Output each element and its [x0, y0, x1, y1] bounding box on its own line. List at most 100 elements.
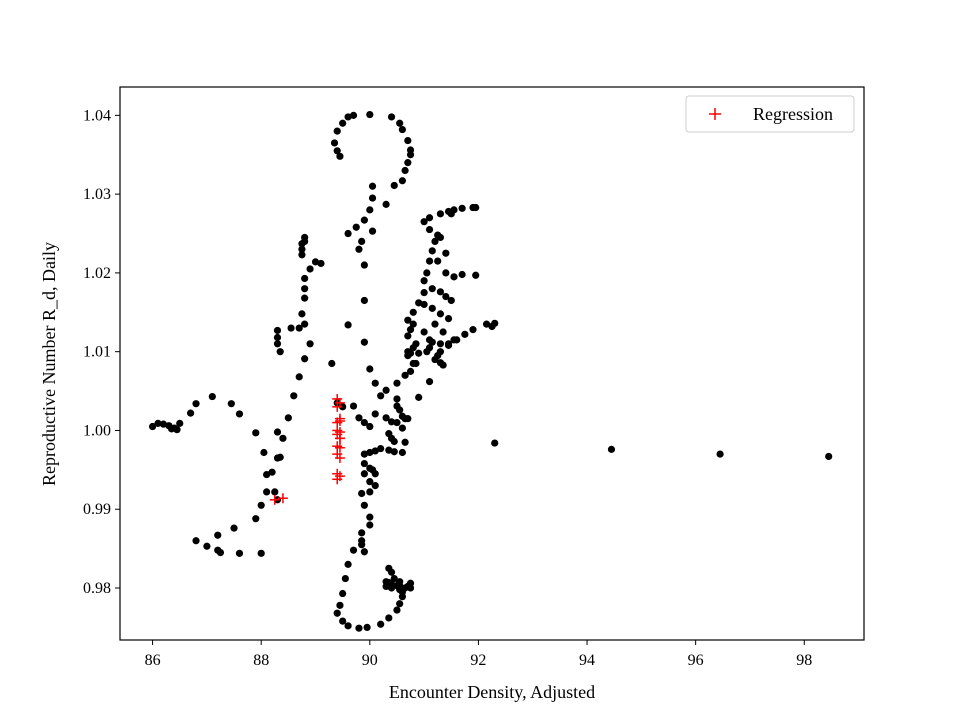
data-point [385, 446, 393, 454]
x-tick-label: 92 [470, 652, 486, 669]
data-point [371, 470, 379, 478]
data-point [444, 341, 453, 349]
data-point [176, 419, 184, 427]
data-point [276, 453, 284, 461]
data-point [273, 340, 282, 348]
data-point [349, 546, 358, 554]
data-point [398, 412, 406, 420]
data-point [358, 489, 366, 498]
data-point [390, 448, 398, 456]
data-point [311, 258, 320, 266]
data-point [420, 300, 428, 309]
data-point [447, 296, 455, 305]
data-point [472, 203, 480, 212]
data-point [420, 328, 428, 336]
data-point [257, 501, 265, 509]
data-point [390, 574, 398, 583]
data-point [366, 422, 374, 431]
data-point [385, 614, 393, 622]
data-point [263, 470, 271, 479]
data-point [273, 428, 282, 436]
data-point [284, 414, 292, 422]
data-point [358, 237, 366, 245]
data-point [368, 194, 377, 202]
data-point [472, 271, 480, 279]
data-point [344, 113, 352, 121]
data-point [444, 314, 453, 323]
x-tick-label: 86 [145, 652, 161, 669]
data-point [295, 373, 303, 381]
legend-label-regression: Regression [753, 104, 833, 124]
data-point [409, 308, 417, 316]
data-point [360, 450, 368, 458]
data-point [368, 182, 377, 190]
data-point [428, 285, 436, 293]
data-point [415, 393, 423, 401]
data-point [439, 328, 447, 336]
data-point [406, 367, 415, 375]
data-point [360, 418, 368, 427]
data-point [159, 420, 168, 428]
data-point [428, 247, 436, 255]
data-point [431, 237, 439, 245]
data-point [358, 529, 366, 537]
data-point [287, 324, 295, 332]
data-point [439, 361, 447, 369]
data-point [271, 488, 279, 496]
data-point [393, 379, 401, 387]
data-point [458, 270, 466, 279]
data-point [482, 320, 491, 328]
data-point [306, 340, 314, 348]
data-point [366, 478, 374, 486]
data-point [387, 434, 396, 442]
data-point [398, 448, 406, 457]
data-point [423, 269, 431, 277]
data-point [333, 609, 341, 617]
data-point [387, 584, 396, 592]
y-tick-label: 1.01 [83, 344, 111, 361]
data-point [406, 584, 415, 592]
data-point [330, 139, 339, 147]
data-point [396, 578, 404, 586]
x-axis-ticks: 86 88 90 92 94 96 98 [145, 640, 812, 669]
x-tick-label: 90 [362, 652, 378, 669]
data-point [393, 395, 401, 403]
data-point [420, 289, 428, 297]
data-point [298, 251, 306, 259]
plot-frame [119, 86, 865, 641]
data-point [344, 229, 352, 238]
data-point [214, 531, 222, 539]
data-point [366, 521, 374, 529]
data-point [436, 310, 445, 318]
data-point [404, 136, 412, 145]
data-point [396, 119, 404, 127]
data-point [352, 223, 360, 231]
data-point [341, 574, 349, 583]
regression-point [277, 493, 288, 504]
data-point [461, 330, 469, 338]
data-point [252, 515, 260, 523]
regression-point [332, 474, 343, 485]
data-point [404, 332, 412, 340]
legend: Regression [685, 95, 855, 133]
data-point [363, 623, 371, 631]
data-point [276, 348, 284, 356]
data-point [216, 548, 225, 557]
y-tick-label: 0.99 [83, 501, 111, 518]
data-point [339, 589, 347, 598]
data-point [360, 501, 368, 509]
data-point [607, 445, 616, 453]
data-point [377, 620, 385, 628]
data-point [404, 348, 412, 356]
data-point [491, 439, 499, 447]
data-point [230, 524, 238, 532]
data-point [377, 444, 385, 453]
y-tick-label: 0.98 [83, 580, 111, 597]
regression-point [334, 416, 345, 427]
data-point [442, 249, 450, 257]
data-point [425, 336, 434, 344]
data-point [382, 386, 390, 394]
data-point [398, 125, 406, 134]
data-point [434, 257, 442, 265]
data-point [436, 210, 445, 218]
